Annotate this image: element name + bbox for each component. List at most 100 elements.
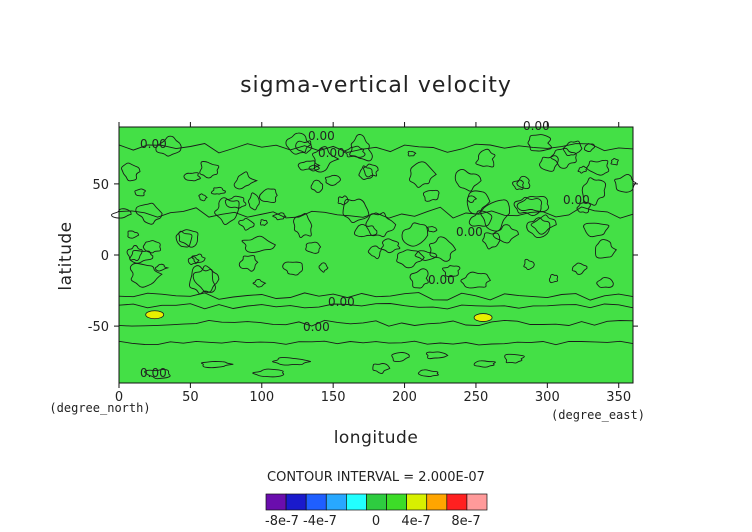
positive-patches: [145, 310, 493, 322]
y-axis: -50 0 50: [88, 178, 638, 335]
contour-labels: 0.00 0.00 0.00 0.00 0.00 0.00 0.00 0.00 0.00 0.00: [140, 119, 590, 380]
contour-line: [595, 239, 618, 259]
contour-label: 0.00: [328, 295, 355, 309]
contour-line: [238, 217, 255, 231]
contour-line: [480, 199, 510, 232]
contour-line: [409, 268, 429, 289]
contour-line: [134, 188, 146, 197]
colorbar-swatch: [446, 493, 468, 511]
contour-line: [183, 172, 201, 182]
colorbar-swatch: [305, 493, 327, 511]
contour-line: [297, 160, 321, 171]
contour-line: [285, 132, 312, 155]
contour-line: [144, 368, 171, 380]
contour-label: 0.00: [303, 320, 330, 334]
contour-interval-text: CONTOUR INTERVAL = 2.000E-07: [267, 470, 485, 485]
contour-line: [562, 140, 583, 156]
y-tick-label: 50: [92, 178, 109, 193]
x-tick-label: 200: [392, 390, 417, 405]
contour-label: 0.00: [563, 193, 590, 207]
contour-line: [154, 263, 170, 272]
contour-line: [513, 196, 543, 217]
contour-line: [118, 292, 634, 301]
colorbar-swatch: [285, 493, 307, 511]
contour-line: [118, 143, 634, 154]
contour-line: [310, 179, 324, 193]
contour-line: [367, 245, 382, 260]
contour-line: [414, 250, 438, 261]
contour-line: [175, 230, 193, 248]
x-tick-label: 0: [115, 390, 123, 405]
contour-line: [548, 274, 559, 284]
contour-line: [238, 255, 259, 272]
contour-line: [135, 202, 163, 225]
contour-label: 0.00: [140, 366, 167, 380]
contour-line: [247, 192, 260, 211]
contour-line: [596, 277, 614, 288]
contour-label: 0.00: [428, 273, 455, 287]
contour-line: [282, 261, 303, 276]
y-unit-label: (degree_north): [49, 401, 150, 415]
y-tick-label: -50: [88, 320, 109, 335]
contour-line: [121, 162, 141, 182]
x-tick-label: 250: [464, 390, 489, 405]
contour-line: [353, 223, 378, 238]
contour-label: 0.00: [308, 129, 335, 143]
colorbar-swatch: [386, 493, 407, 511]
contour-line: [343, 145, 366, 158]
colorbar-swatch: [366, 493, 387, 511]
contour-line: [118, 303, 634, 310]
contour-line: [127, 230, 140, 239]
contour-line: [473, 360, 496, 368]
contour-line: [358, 165, 374, 180]
contour-line: [396, 249, 425, 269]
contour-line: [460, 271, 492, 289]
contour-line: [349, 134, 373, 162]
contour-line: [118, 319, 634, 327]
contour-line: [118, 340, 634, 346]
colorbar-swatch: [346, 493, 367, 511]
contour-line: [198, 193, 208, 202]
contour-line: [295, 140, 313, 154]
contour-line: [187, 256, 200, 265]
contour-line: [409, 161, 437, 188]
x-unit-label: (degree_east): [551, 408, 645, 422]
colorbar-swatch: [406, 493, 428, 511]
contour-line: [200, 360, 234, 369]
colorbar-tick-label: -8e-7: [265, 514, 299, 529]
contour-line: [272, 357, 311, 366]
contour-line: [129, 262, 163, 288]
colorbar-swatch: [426, 493, 448, 511]
contour-line: [318, 262, 329, 273]
contour-line: [199, 161, 220, 179]
contour-line: [577, 165, 588, 174]
contour-lines: [111, 132, 637, 380]
contour-line: [324, 174, 341, 186]
colorbar-tick-label: 4e-7: [401, 514, 430, 529]
contour-line: [272, 212, 287, 221]
colorbar-tick-label: 8e-7: [451, 514, 480, 529]
contour-line: [191, 253, 206, 264]
contour-line: [337, 195, 349, 206]
contour-line: [610, 158, 619, 166]
contour-line: [425, 351, 449, 360]
contour-line: [111, 208, 132, 219]
field-background: [119, 127, 633, 383]
contour-line: [581, 177, 607, 206]
x-tick-label: 350: [606, 390, 631, 405]
contour-line: [466, 190, 491, 215]
contour-line: [252, 368, 285, 378]
contour-line: [372, 363, 391, 374]
contour-line: [224, 195, 247, 209]
contour-line: [214, 197, 240, 225]
x-tick-label: 300: [535, 390, 560, 405]
contour-label: 0.00: [523, 119, 550, 133]
contour-line: [550, 147, 577, 169]
contour-line: [241, 235, 277, 253]
positive-patch: [473, 313, 493, 322]
contour-line: [492, 224, 520, 244]
contour-line: [523, 258, 535, 270]
positive-patch: [145, 310, 165, 320]
contour-line: [586, 159, 610, 176]
